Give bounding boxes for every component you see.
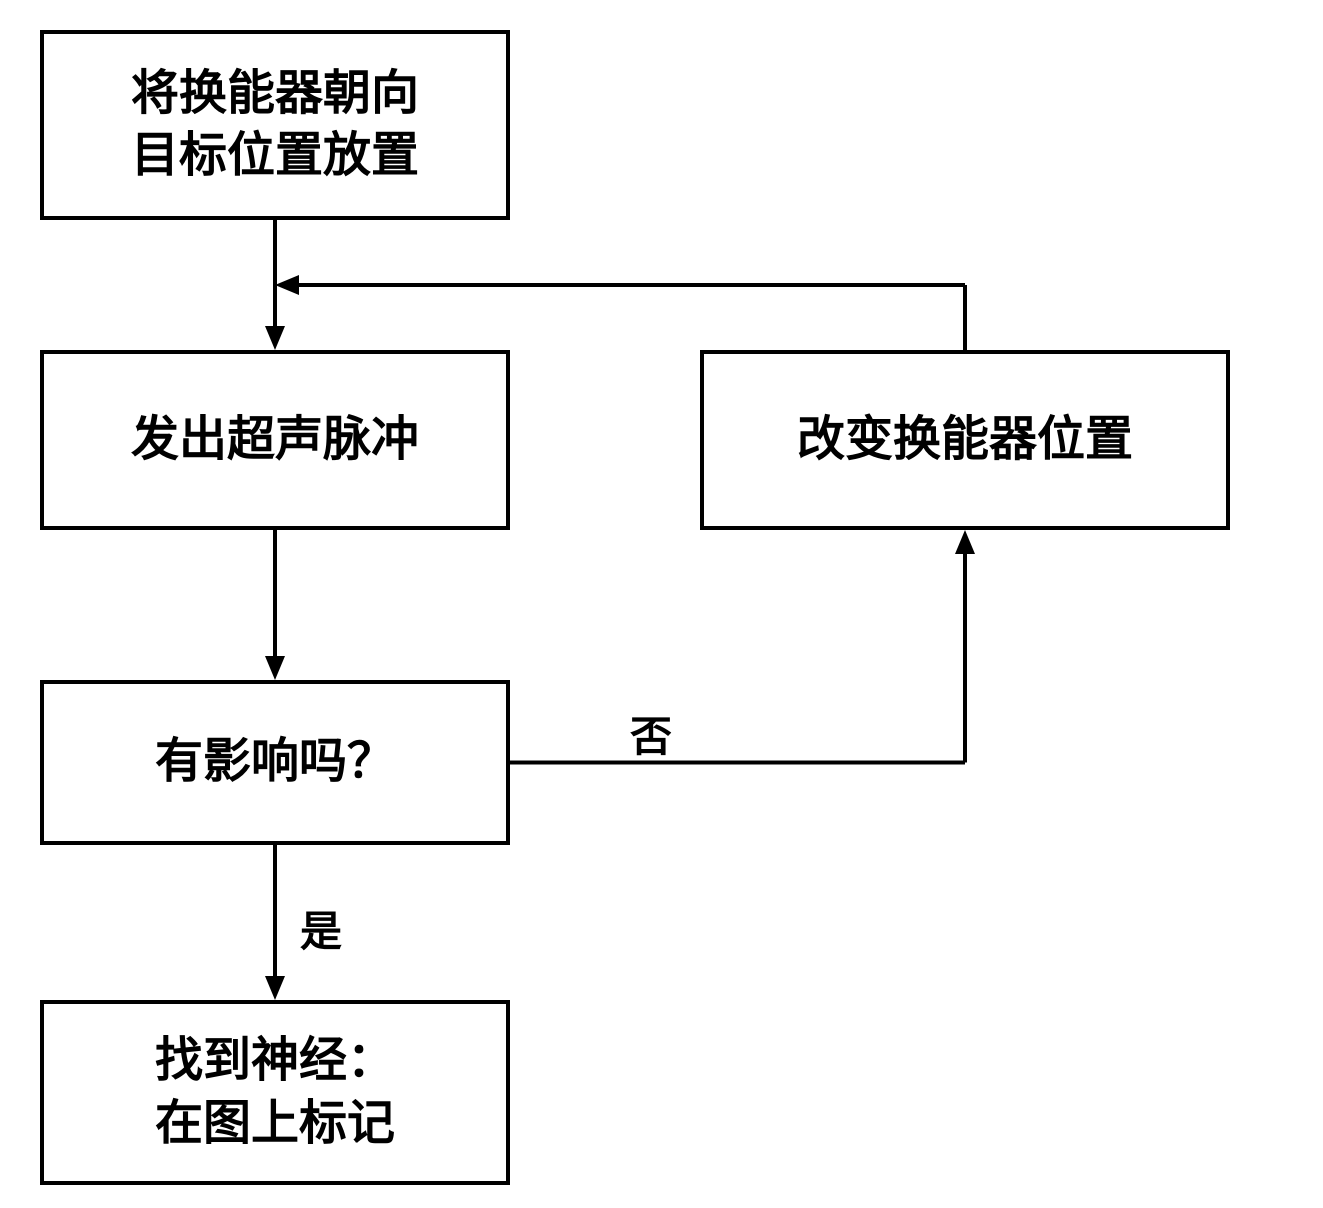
flowchart-node-change-position: 改变换能器位置 bbox=[700, 350, 1230, 530]
flowchart-node-start: 将换能器朝向 目标位置放置 bbox=[40, 30, 510, 220]
flowchart-node-has-effect: 有影响吗？ bbox=[40, 680, 510, 845]
flowchart-node-found-nerve: 找到神经： 在图上标记 bbox=[40, 1000, 510, 1185]
edge-label-yes: 是 bbox=[300, 898, 342, 959]
flowchart-node-emit-pulse: 发出超声脉冲 bbox=[40, 350, 510, 530]
node-text: 改变换能器位置 bbox=[797, 409, 1133, 471]
node-text: 将换能器朝向 目标位置放置 bbox=[131, 63, 419, 188]
node-text: 有影响吗？ bbox=[155, 731, 395, 793]
node-text: 发出超声脉冲 bbox=[131, 409, 419, 471]
node-text: 找到神经： 在图上标记 bbox=[155, 1030, 395, 1155]
edge-label-no: 否 bbox=[630, 703, 672, 764]
